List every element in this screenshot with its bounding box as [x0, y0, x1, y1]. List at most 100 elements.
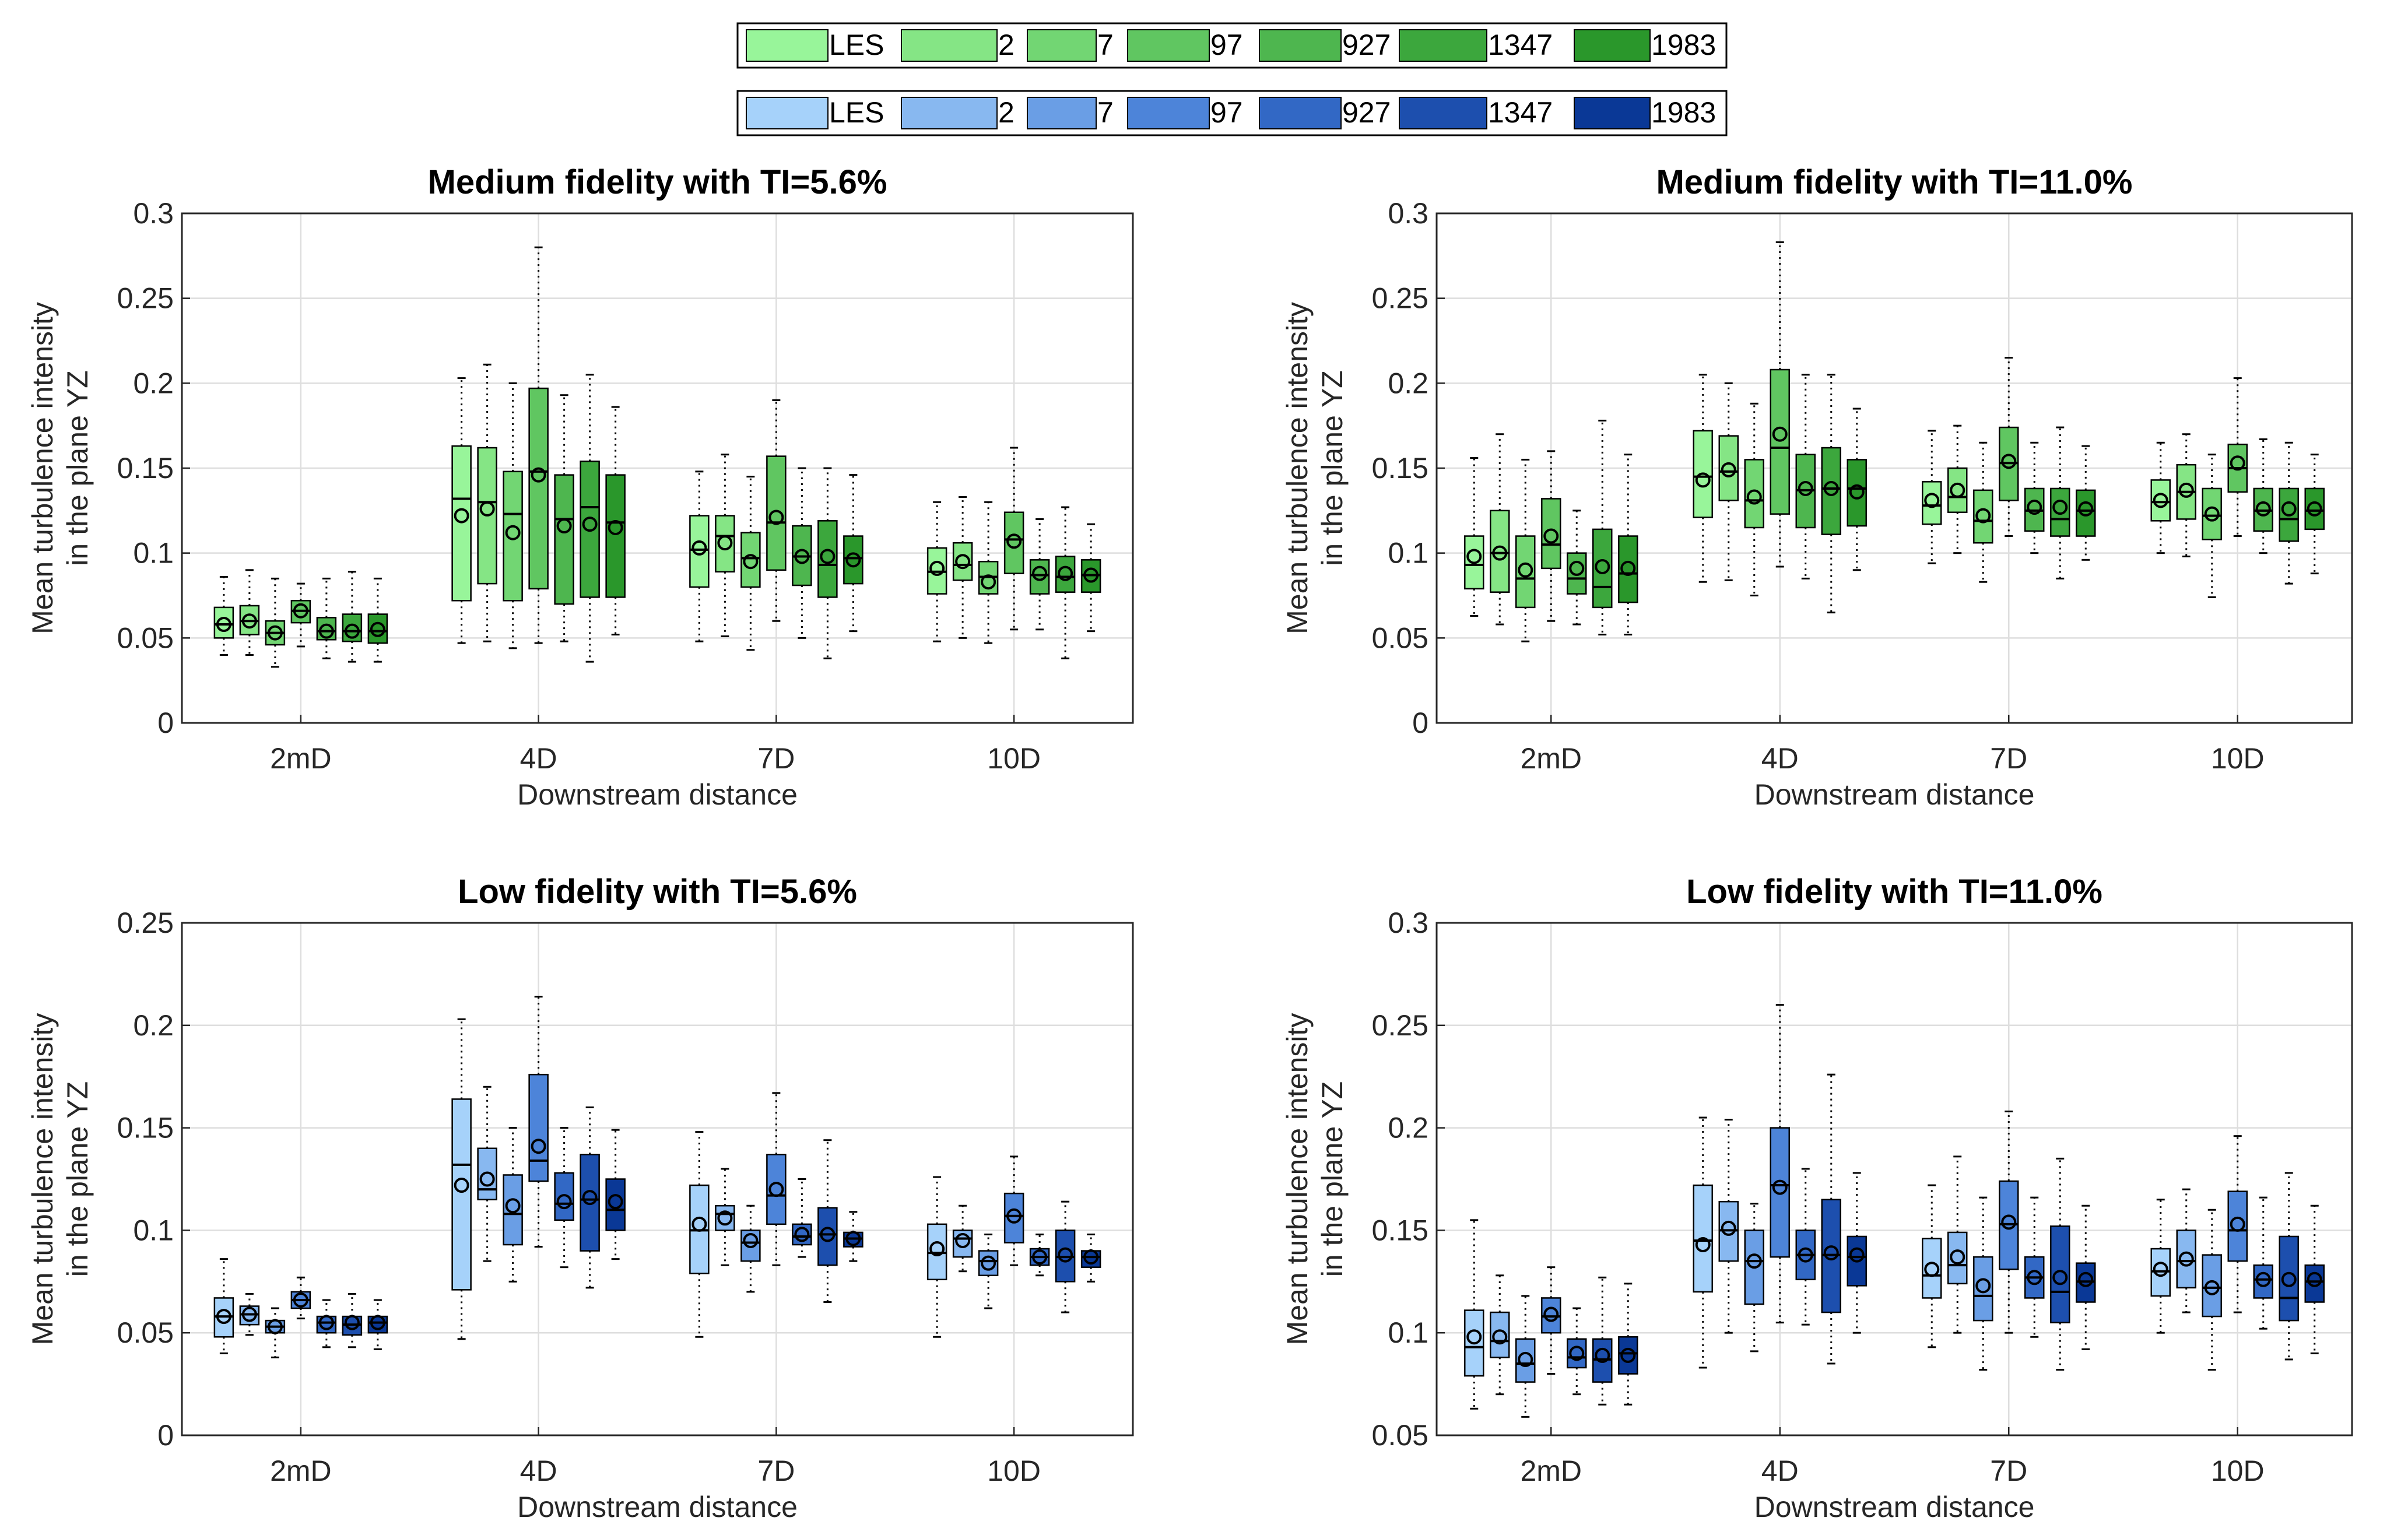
- panel3-box-7d-2-mean-marker: [717, 1210, 733, 1226]
- panel2-box-7d-7-mean-marker: [1975, 508, 1991, 524]
- panel1-xtick-label-2md: 2mD: [270, 742, 332, 775]
- panel3-xtick-label-7d: 7D: [757, 1455, 795, 1487]
- panel4-box-4d-2: [1718, 1119, 1739, 1334]
- panel3-box-2md-les-mean-marker: [216, 1309, 231, 1325]
- panel4-box-10d-7: [2202, 1209, 2222, 1371]
- panel3-box-10d-1347-mean-marker: [1058, 1247, 1073, 1263]
- panel4-box-10d-les: [2150, 1199, 2171, 1334]
- panel1-axes-frame: [181, 212, 1134, 724]
- panel4-box-4d-2-mean-marker: [1721, 1220, 1736, 1236]
- panel1-box-7d-7: [740, 476, 761, 651]
- panel2-box-7d-97-mean-marker: [2001, 454, 2017, 469]
- panel2-box-7d-les: [1922, 430, 1942, 564]
- panel2-box-2md-2: [1490, 433, 1510, 626]
- panel4-box-4d-1983-mean-marker: [1849, 1247, 1865, 1263]
- panel3-box-10d-les-mean-marker: [929, 1241, 945, 1257]
- panel4-box-2md-927: [1567, 1307, 1587, 1396]
- panel3-box-7d-2: [715, 1168, 735, 1266]
- panel3-plot-area: [182, 923, 1133, 1435]
- panel3-box-4d-1347-mean-marker: [582, 1190, 598, 1206]
- panel2-box-4d-7-mean-marker: [1746, 489, 1762, 505]
- panel3-ytick-label: 0.1: [133, 1214, 174, 1246]
- panel4-box-2md-97-mean-marker: [1543, 1306, 1559, 1322]
- panel4-box-10d-7-mean-marker: [2204, 1280, 2220, 1295]
- panel3-ytick-label: 0.2: [133, 1009, 174, 1042]
- panel3-box-2md-2: [239, 1292, 260, 1336]
- legend-blue-label-97: 97: [1210, 96, 1243, 129]
- panel2-box-4d-1347: [1821, 374, 1841, 614]
- panel2-xlabel: Downstream distance: [1754, 778, 2035, 811]
- panel3-box-2md-7-mean-marker: [267, 1319, 283, 1334]
- panel3-box-4d-les-mean-marker: [454, 1178, 469, 1193]
- panel3-box-7d-927-mean-marker: [794, 1227, 810, 1242]
- panel2-ytick-label: 0.2: [1388, 367, 1428, 399]
- panel1-box-10d-7-mean-marker: [981, 574, 996, 590]
- panel1-box-4d-927-iqr: [554, 474, 574, 605]
- panel2-box-4d-927-mean-marker: [1798, 480, 1813, 496]
- panel4-box-2md-1983: [1618, 1283, 1638, 1406]
- panel2-ylabel-line2: in the plane YZ: [1316, 370, 1349, 565]
- panel2-box-10d-1347-mean-marker: [2281, 501, 2297, 517]
- panel2-box-4d-les-mean-marker: [1695, 472, 1711, 488]
- panel3-box-4d-1347: [580, 1106, 600, 1289]
- panel3-box-4d-1983-mean-marker: [608, 1194, 623, 1210]
- panel2-box-2md-les: [1464, 457, 1484, 617]
- panel3-box-2md-les: [213, 1258, 234, 1354]
- legend-blue-swatch-7: [1027, 97, 1097, 129]
- panel4-box-10d-927: [2253, 1196, 2273, 1330]
- panel2-box-4d-1347-mean-marker: [1823, 480, 1839, 496]
- panel3-box-7d-7-mean-marker: [743, 1232, 759, 1248]
- panel3-xlabel: Downstream distance: [517, 1491, 798, 1523]
- panel1-title: Medium fidelity with TI=5.6%: [428, 163, 887, 201]
- panel3-box-7d-7: [740, 1204, 761, 1293]
- panel1-box-2md-les-mean-marker: [216, 617, 231, 633]
- panel3-box-7d-1347: [817, 1139, 838, 1303]
- panel1-box-4d-1983: [605, 406, 626, 636]
- panel3-box-10d-2: [952, 1204, 973, 1273]
- panel3-box-7d-les: [689, 1131, 710, 1338]
- panel3-box-2md-97: [290, 1276, 311, 1320]
- panel4-box-2md-7-mean-marker: [1518, 1351, 1533, 1367]
- legend-green-swatch-97: [1127, 29, 1210, 62]
- panel1-box-7d-1983: [843, 474, 863, 633]
- panel4-box-10d-1347-mean-marker: [2281, 1271, 2297, 1287]
- panel2-box-4d-97-mean-marker: [1772, 426, 1788, 442]
- legend-green-swatch-927: [1259, 29, 1342, 62]
- panel2: 0 0.05 0.1 0.15 0.2 0.25 0.3 2mD 4D 7D 10D Medium f…: [1281, 163, 2353, 811]
- panel1-box-10d-1347: [1055, 506, 1076, 659]
- panel4-box-2md-les-mean-marker: [1466, 1329, 1482, 1345]
- panel4-box-7d-2: [1947, 1155, 1968, 1334]
- panel2-xtick-label-7d: 7D: [1990, 742, 2027, 775]
- panel4-box-7d-2-mean-marker: [1950, 1249, 1965, 1265]
- panel4-box-10d-2-mean-marker: [2178, 1251, 2194, 1267]
- chart-panels: 0 0.05 0.1 0.15 0.2 0.25 0.3 2mD 4D 7D 10D Medium f…: [26, 163, 2353, 1523]
- panel2-box-2md-1347: [1592, 419, 1613, 636]
- panel4-box-4d-1347-mean-marker: [1823, 1245, 1839, 1261]
- panel3-box-10d-1983-mean-marker: [1083, 1249, 1099, 1265]
- panel1-ytick-label: 0: [157, 707, 174, 739]
- panel1-box-7d-7-mean-marker: [743, 554, 759, 570]
- panel1-ytick-label: 0.05: [117, 621, 174, 654]
- panel1-box-10d-1983: [1080, 523, 1101, 633]
- panel2-ytick-label: 0.3: [1388, 197, 1428, 230]
- panel4-xtick-label-4d: 4D: [1761, 1455, 1799, 1487]
- panel3-box-2md-1983-mean-marker: [370, 1315, 385, 1330]
- panel3-box-2md-927: [316, 1299, 337, 1348]
- panel1-box-4d-les-iqr: [451, 445, 472, 602]
- legend-green-label-1983: 1983: [1651, 29, 1716, 61]
- panel1-ytick-label: 0.15: [117, 452, 174, 484]
- panel4-box-10d-2: [2176, 1188, 2196, 1313]
- panel4-xtick-label-2md: 2mD: [1520, 1455, 1582, 1487]
- panel1-box-7d-927-mean-marker: [794, 549, 810, 564]
- panel1-box-7d-97-iqr: [766, 455, 787, 571]
- panel4-ytick-label: 0.1: [1388, 1316, 1428, 1349]
- panel1-box-4d-1347-mean-marker: [582, 517, 598, 532]
- panel1-box-10d-1347-mean-marker: [1058, 565, 1073, 581]
- panel4-box-10d-1983-iqr: [2304, 1264, 2325, 1303]
- panel3-box-7d-927: [792, 1178, 812, 1258]
- panel3-box-2md-1347: [342, 1292, 363, 1348]
- legend-green-label-2: 2: [998, 29, 1015, 61]
- panel1-box-7d-1347-mean-marker: [820, 549, 836, 564]
- legend-blue-swatch-1347: [1399, 97, 1487, 129]
- legend-blue-label-7: 7: [1097, 96, 1114, 129]
